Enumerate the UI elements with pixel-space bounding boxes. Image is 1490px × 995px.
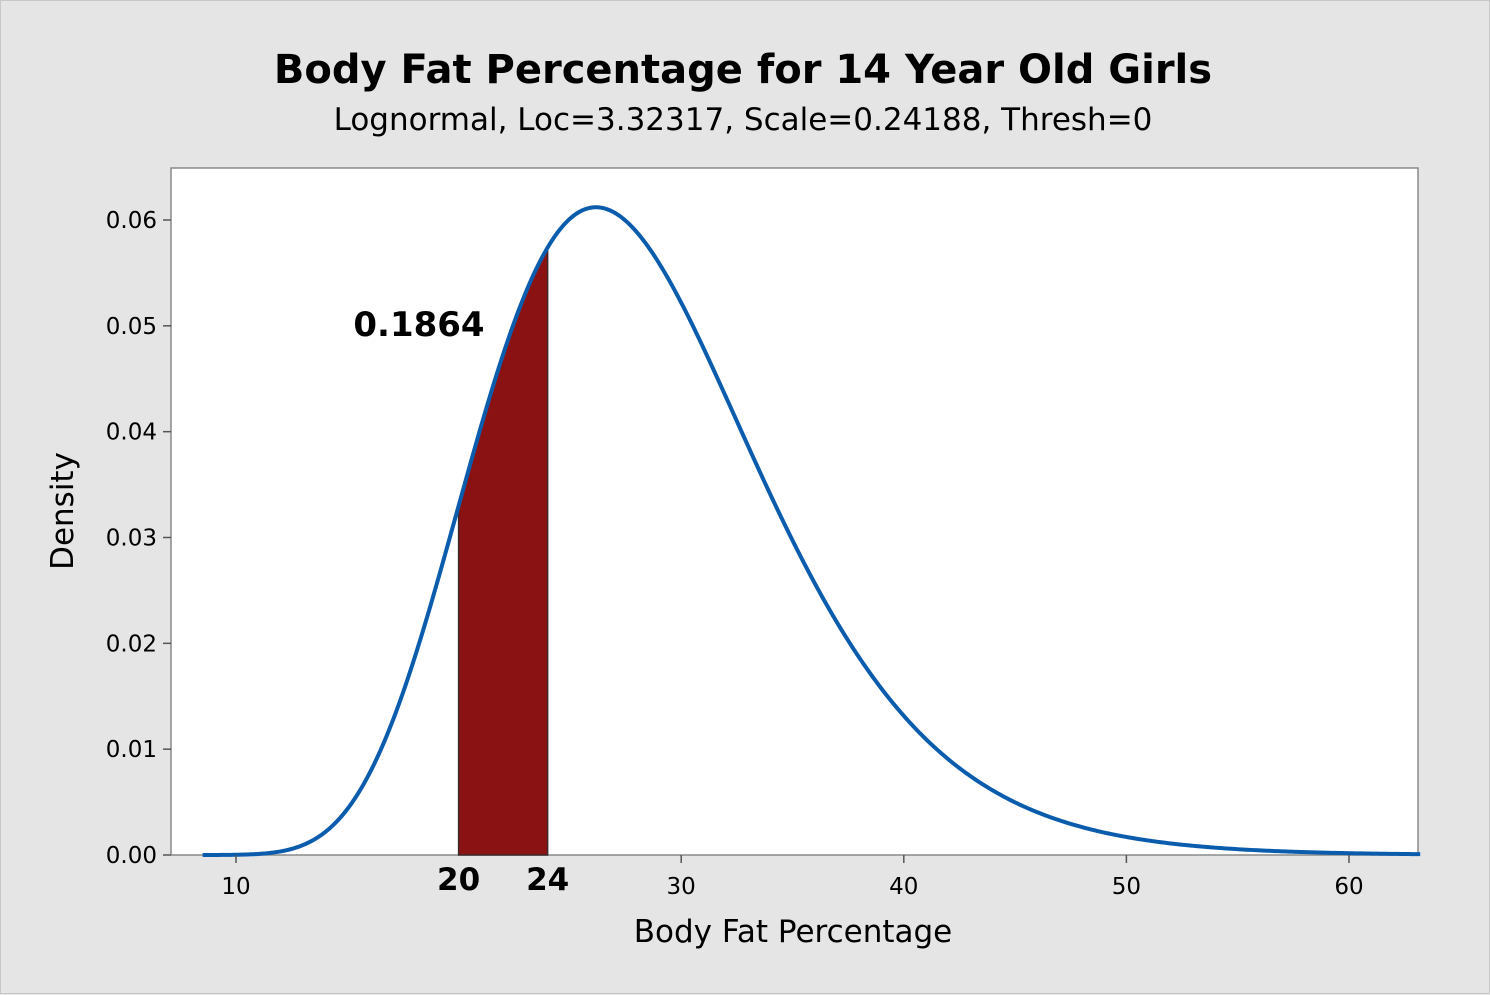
x-tick-label: 40 [889, 874, 918, 900]
y-axis-title: Density [45, 452, 81, 570]
y-tick-label: 0.06 [106, 208, 157, 234]
y-tick-label: 0.04 [106, 420, 157, 446]
y-tick-label: 0.00 [106, 843, 157, 869]
plot-area [170, 167, 1419, 856]
chart-subtitle: Lognormal, Loc=3.32317, Scale=0.24188, T… [334, 102, 1153, 138]
y-tick-label: 0.01 [106, 737, 157, 763]
y-tick-label: 0.03 [106, 526, 157, 552]
x-tick-label: 30 [667, 874, 696, 900]
density-curve [202, 205, 1421, 857]
x-axis-title: Body Fat Percentage [634, 914, 953, 950]
shade-bound-label: 20 [437, 862, 480, 898]
x-tick-label: 50 [1112, 874, 1141, 900]
probability-annotation: 0.1864 [353, 305, 484, 345]
density-curve-layer [202, 205, 1421, 857]
shade-bound-label: 24 [526, 862, 569, 898]
y-tick-label: 0.02 [106, 631, 157, 657]
y-tick-label: 0.05 [106, 314, 157, 340]
x-tick-label: 10 [221, 874, 250, 900]
chart-title: Body Fat Percentage for 14 Year Old Girl… [274, 47, 1212, 93]
x-tick-label: 60 [1334, 874, 1363, 900]
axis-layer: 10 30 40 50 60 20 24 0.00 0.01 0.02 0.03 0.04 0.05 0.… [106, 208, 1364, 900]
